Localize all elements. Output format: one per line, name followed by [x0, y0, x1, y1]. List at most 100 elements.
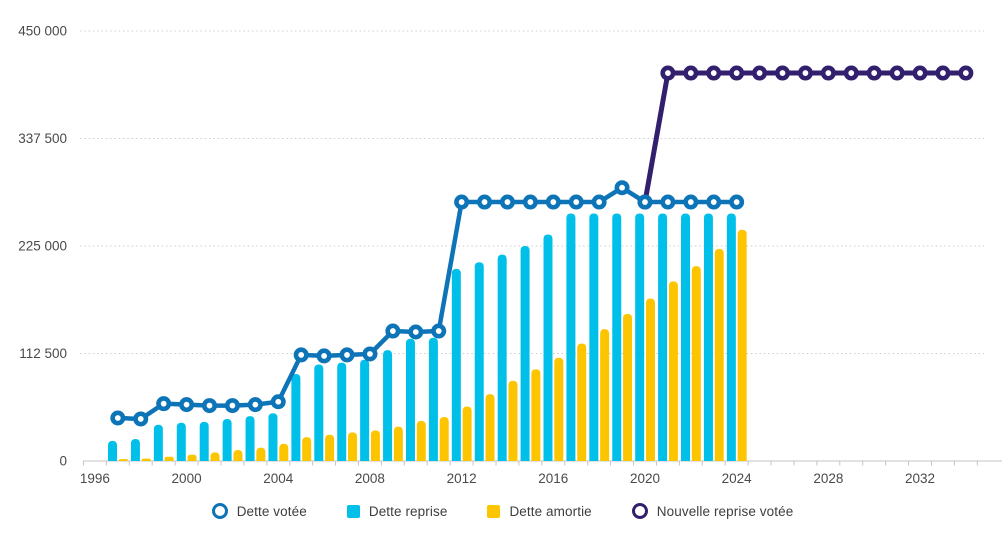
- legend-label: Dette reprise: [368, 503, 448, 519]
- bar: [623, 313, 633, 461]
- y-tick-label: 337 500: [18, 131, 67, 146]
- nouvelle-reprise-circle-icon: [631, 503, 648, 519]
- data-point-marker: [683, 65, 699, 81]
- data-point-marker: [224, 398, 240, 414]
- bar: [210, 452, 220, 461]
- data-point-marker: [820, 65, 836, 81]
- legend-label: Nouvelle reprise votée: [656, 503, 794, 519]
- bar: [199, 421, 209, 461]
- bar: [554, 357, 564, 461]
- data-point-marker: [545, 194, 561, 210]
- legend-item-nouvelle-reprise-votee[interactable]: Nouvelle reprise votée: [631, 503, 794, 519]
- line-path: [642, 70, 966, 203]
- data-point-marker: [202, 398, 218, 414]
- x-tick-label: 2000: [172, 471, 202, 486]
- data-point-marker: [889, 65, 905, 81]
- legend-item-dette-amortie[interactable]: Dette amortie: [487, 503, 592, 519]
- bar: [497, 254, 507, 461]
- bar: [658, 213, 668, 461]
- data-point-marker: [729, 65, 745, 81]
- x-tick-label: 2028: [813, 471, 843, 486]
- bar: [589, 213, 599, 461]
- data-point-marker: [477, 194, 493, 210]
- data-point-marker: [591, 194, 607, 210]
- bar: [428, 337, 438, 461]
- bar: [405, 338, 415, 461]
- y-tick-label: 0: [59, 454, 67, 469]
- bar: [485, 394, 495, 461]
- bar: [600, 329, 610, 461]
- data-point-marker: [316, 348, 332, 364]
- bar: [314, 364, 324, 461]
- bar: [337, 362, 347, 461]
- bar: [291, 374, 301, 461]
- data-point-marker: [683, 194, 699, 210]
- data-point-marker: [499, 194, 515, 210]
- bar: [130, 439, 140, 461]
- data-point-marker: [958, 65, 974, 81]
- bar: [233, 450, 243, 461]
- data-point-marker: [637, 194, 653, 210]
- data-point-marker: [866, 65, 882, 81]
- bar: [635, 213, 645, 461]
- bar: [256, 447, 266, 461]
- legend-item-dette-reprise[interactable]: Dette reprise: [346, 503, 448, 519]
- bar: [279, 443, 289, 461]
- bar: [714, 248, 724, 461]
- data-point-marker: [935, 65, 951, 81]
- bar: [543, 234, 553, 461]
- bar: [577, 343, 587, 461]
- bar: [268, 413, 278, 461]
- data-point-marker: [385, 323, 401, 339]
- bar: [245, 416, 255, 461]
- bar: [176, 422, 186, 461]
- x-tick-label: 2004: [263, 471, 294, 486]
- data-point-marker: [133, 411, 149, 427]
- chart-canvas: 0 112 500 225 000 337 500 450 000 1996 2000 200…: [18, 24, 1002, 486]
- chart-legend: Dette votée Dette reprise Dette amortie …: [0, 503, 1005, 519]
- bar: [393, 426, 403, 461]
- bar: [691, 266, 701, 461]
- y-tick-label: 225 000: [18, 239, 67, 254]
- bar: [737, 229, 747, 461]
- dette-amortie-square-icon: [487, 504, 501, 518]
- data-point-marker: [362, 346, 378, 362]
- y-axis-labels: 0 112 500 225 000 337 500 450 000: [18, 24, 67, 469]
- y-tick-label: 450 000: [18, 24, 67, 39]
- dette-reprise-square-icon: [346, 504, 360, 518]
- data-point-marker: [660, 194, 676, 210]
- bar: [451, 268, 461, 461]
- bar: [474, 262, 484, 461]
- legend-label: Dette amortie: [509, 503, 592, 519]
- x-tick-label: 2016: [538, 471, 568, 486]
- data-point-marker: [270, 394, 286, 410]
- bar: [462, 406, 472, 461]
- data-point-marker: [408, 324, 424, 340]
- bar: [726, 213, 736, 461]
- data-point-marker: [660, 65, 676, 81]
- bar: [153, 424, 163, 461]
- bars-dette-reprise: [108, 213, 736, 461]
- data-point-marker: [797, 65, 813, 81]
- line-path: [117, 185, 737, 422]
- data-point-marker: [156, 396, 172, 412]
- data-point-marker: [706, 194, 722, 210]
- data-point-marker: [614, 180, 630, 196]
- data-point-marker: [729, 194, 745, 210]
- bar: [360, 359, 370, 461]
- bar: [383, 350, 393, 461]
- bar: [108, 440, 118, 461]
- y-tick-label: 112 500: [19, 346, 67, 361]
- line-dette-vot-e: [110, 180, 745, 427]
- data-point-marker: [774, 65, 790, 81]
- data-point-marker: [110, 410, 126, 426]
- legend-label: Dette votée: [236, 503, 307, 519]
- bar: [612, 213, 622, 461]
- bar: [302, 437, 312, 461]
- bar: [531, 369, 541, 461]
- legend-item-dette-votee[interactable]: Dette votée: [211, 503, 307, 519]
- y-gridlines: [80, 30, 1002, 462]
- data-point-marker: [912, 65, 928, 81]
